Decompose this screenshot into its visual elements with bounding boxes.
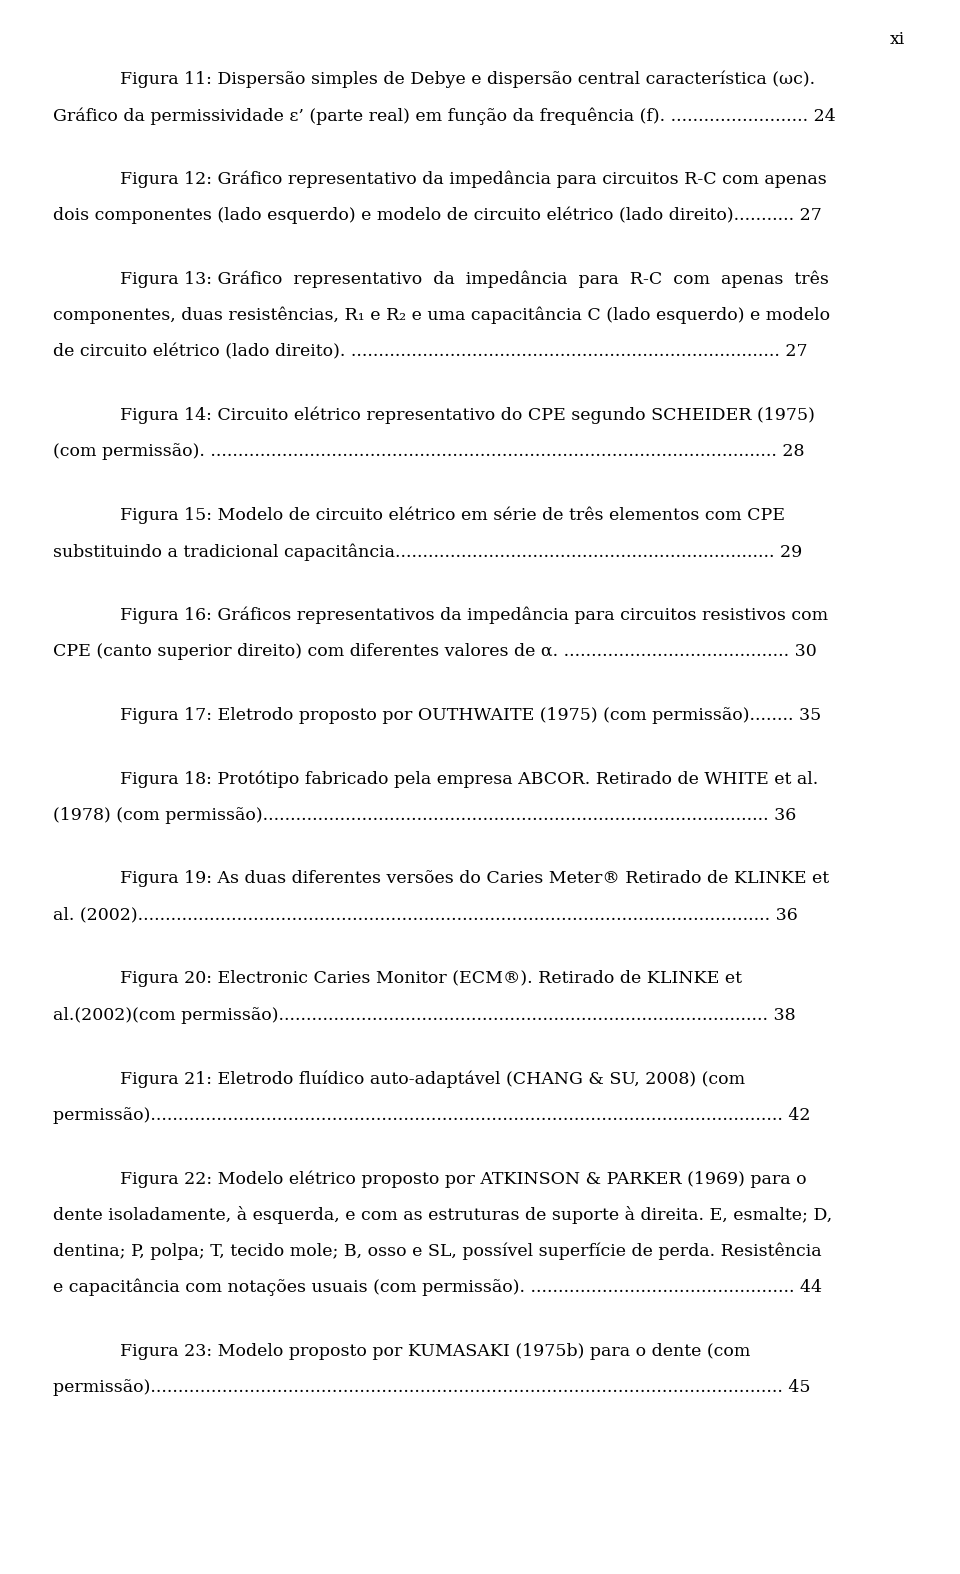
Text: Figura 18: Protótipo fabricado pela empresa ABCOR. Retirado de WHITE et al.: Figura 18: Protótipo fabricado pela empr… — [120, 771, 818, 789]
Text: Figura 20: Electronic Caries Monitor (ECM®). Retirado de KLINKE et: Figura 20: Electronic Caries Monitor (EC… — [120, 970, 742, 987]
Text: dentina; P, polpa; T, tecido mole; B, osso e SL, possível superfície de perda. R: dentina; P, polpa; T, tecido mole; B, os… — [53, 1243, 822, 1261]
Text: Figura 16: Gráficos representativos da impedância para circuitos resistivos com: Figura 16: Gráficos representativos da i… — [120, 608, 828, 625]
Text: CPE (canto superior direito) com diferentes valores de α. ......................: CPE (canto superior direito) com diferen… — [53, 644, 817, 660]
Text: de circuito elétrico (lado direito). ...........................................: de circuito elétrico (lado direito). ...… — [53, 343, 807, 360]
Text: Figura 15: Modelo de circuito elétrico em série de três elementos com CPE: Figura 15: Modelo de circuito elétrico e… — [120, 507, 785, 524]
Text: Figura 12: Gráfico representativo da impedância para circuitos R-C com apenas: Figura 12: Gráfico representativo da imp… — [120, 170, 827, 189]
Text: componentes, duas resistências, R₁ e R₂ e uma capacitância C (lado esquerdo) e m: componentes, duas resistências, R₁ e R₂ … — [53, 307, 830, 324]
Text: permissão)......................................................................: permissão)..............................… — [53, 1107, 810, 1124]
Text: substituindo a tradicional capacitância.........................................: substituindo a tradicional capacitância.… — [53, 543, 802, 560]
Text: dente isoladamente, à esquerda, e com as estruturas de suporte à direita. E, esm: dente isoladamente, à esquerda, e com as… — [53, 1207, 832, 1225]
Text: Figura 21: Eletrodo fluídico auto-adaptável (CHANG & SU, 2008) (com: Figura 21: Eletrodo fluídico auto-adaptá… — [120, 1070, 745, 1088]
Text: e capacitância com notações usuais (com permissão). ............................: e capacitância com notações usuais (com … — [53, 1280, 822, 1297]
Text: dois componentes (lado esquerdo) e modelo de circuito elétrico (lado direito)...: dois componentes (lado esquerdo) e model… — [53, 206, 822, 225]
Text: Figura 22: Modelo elétrico proposto por ATKINSON & PARKER (1969) para o: Figura 22: Modelo elétrico proposto por … — [120, 1171, 806, 1188]
Text: Figura 23: Modelo proposto por KUMASAKI (1975b) para o dente (com: Figura 23: Modelo proposto por KUMASAKI … — [120, 1343, 751, 1360]
Text: al.(2002)(com permissão)........................................................: al.(2002)(com permissão)................… — [53, 1007, 796, 1023]
Text: Figura 17: Eletrodo proposto por OUTHWAITE (1975) (com permissão)........ 35: Figura 17: Eletrodo proposto por OUTHWAI… — [120, 707, 821, 724]
Text: Figura 14: Circuito elétrico representativo do CPE segundo SCHEIDER (1975): Figura 14: Circuito elétrico representat… — [120, 408, 815, 425]
Text: Figura 13: Gráfico  representativo  da  impedância  para  R-C  com  apenas  três: Figura 13: Gráfico representativo da imp… — [120, 271, 828, 288]
Text: al. (2002)......................................................................: al. (2002)..............................… — [53, 907, 798, 924]
Text: Figura 11: Dispersão simples de Debye e dispersão central característica (ωc).: Figura 11: Dispersão simples de Debye e … — [120, 71, 815, 88]
Text: (com permissão). ...............................................................: (com permissão). .......................… — [53, 444, 804, 460]
Text: (1978) (com permissão)..........................................................: (1978) (com permissão)..................… — [53, 806, 796, 823]
Text: Gráfico da permissividade ε’ (parte real) em função da frequência (f). .........: Gráfico da permissividade ε’ (parte real… — [53, 107, 835, 124]
Text: permissão)......................................................................: permissão)..............................… — [53, 1379, 810, 1396]
Text: xi: xi — [890, 31, 905, 49]
Text: Figura 19: As duas diferentes versões do Caries Meter® Retirado de KLINKE et: Figura 19: As duas diferentes versões do… — [120, 870, 829, 888]
